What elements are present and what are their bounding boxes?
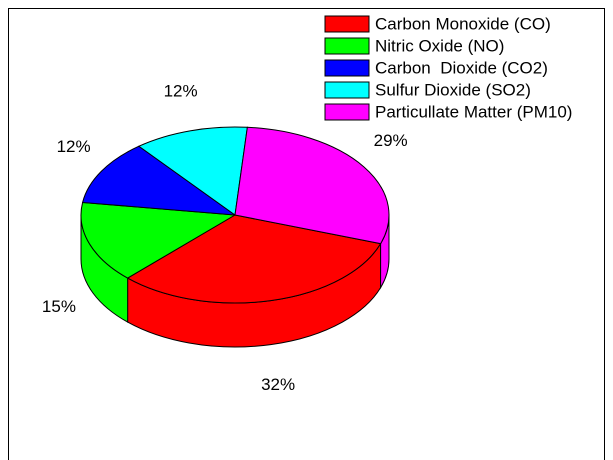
pie-label-sulfur-dioxide-so2: 12% [164, 82, 198, 101]
legend-swatch-carbon-monoxide-co [324, 15, 370, 33]
legend-label-particullate-matter-pm10: Particullate Matter (PM10) [375, 102, 572, 121]
legend-label-sulfur-dioxide-so2: Sulfur Dioxide (SO2) [375, 80, 531, 99]
legend-label-carbon-dioxide-co2: Carbon Dioxide (CO2) [375, 58, 548, 77]
legend: Carbon Monoxide (CO) Nitric Oxide (NO) Car… [324, 14, 572, 121]
legend-swatch-sulfur-dioxide-so2 [324, 81, 370, 99]
pie-label-nitric-oxide-no: 15% [42, 297, 76, 316]
pie-label-carbon-monoxide-co: 32% [261, 375, 295, 394]
pie-slice-carbon-monoxide-co [126, 214, 382, 304]
legend-swatch-particullate-matter-pm10 [324, 103, 370, 121]
legend-label-nitric-oxide-no: Nitric Oxide (NO) [375, 36, 504, 55]
pie-slice-particullate-matter-pm10 [234, 126, 390, 245]
legend-label-carbon-monoxide-co: Carbon Monoxide (CO) [375, 14, 551, 33]
pie-label-carbon-dioxide-co2: 12% [57, 137, 91, 156]
pie-slices [80, 126, 390, 304]
legend-swatch-nitric-oxide-no [324, 37, 370, 55]
pie-slice-carbon-dioxide-co2 [81, 145, 237, 216]
pie-slice-sulfur-dioxide-so2 [137, 126, 248, 216]
pie-labels: 32% 15% 12% 12% 29% [42, 82, 408, 394]
legend-swatch-carbon-dioxide-co2 [324, 59, 370, 77]
pie-label-particullate-matter-pm10: 29% [374, 131, 408, 150]
pie-slice-nitric-oxide-no [80, 201, 237, 279]
